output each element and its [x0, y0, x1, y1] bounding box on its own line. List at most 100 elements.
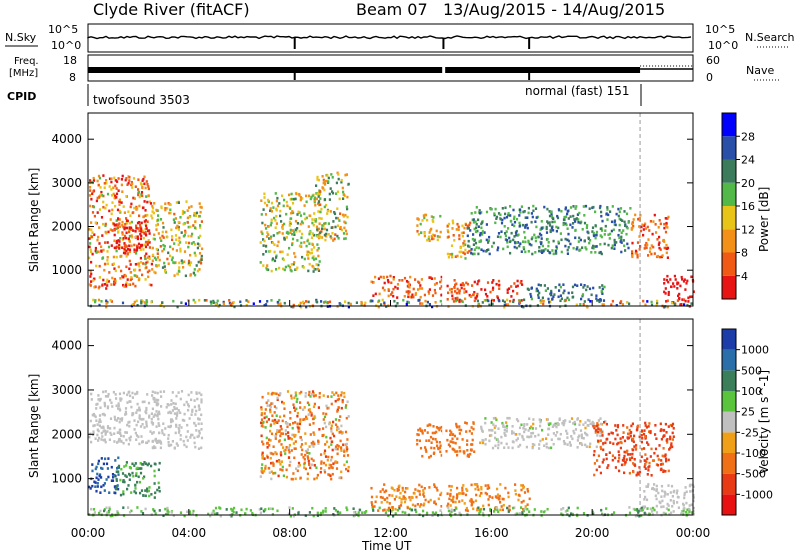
- power-cell: [340, 178, 343, 182]
- velocity-cell: [435, 426, 439, 429]
- power-cell: [659, 248, 662, 251]
- velocity-cell: [117, 487, 120, 491]
- velocity-cell: [167, 437, 170, 440]
- power-cell: [524, 240, 527, 244]
- velocity-cell: [601, 434, 604, 437]
- power-cell: [337, 237, 340, 240]
- power-cell: [159, 218, 163, 221]
- power-cell: [319, 197, 322, 200]
- power-cell: [171, 247, 174, 251]
- power-cell: [324, 222, 327, 225]
- velocity-cell: [644, 495, 647, 499]
- power-cell: [93, 233, 96, 236]
- velocity-cell: [95, 489, 98, 493]
- velocity-cell: [249, 509, 252, 512]
- velocity-cell: [451, 447, 454, 451]
- velocity-cell: [307, 457, 310, 460]
- velocity-cell: [644, 459, 647, 463]
- velocity-cell: [419, 427, 422, 431]
- power-cell: [279, 302, 282, 305]
- power-cell: [149, 202, 153, 205]
- power-cell: [530, 243, 533, 247]
- power-cell: [152, 211, 155, 215]
- velocity-cell: [325, 435, 328, 439]
- power-cell: [540, 233, 543, 237]
- velocity-cell: [664, 422, 667, 426]
- power-cell: [602, 299, 606, 302]
- power-cell: [317, 195, 320, 198]
- power-cell: [467, 244, 470, 248]
- velocity-cell: [636, 508, 639, 511]
- velocity-cell: [671, 495, 674, 498]
- power-cell: [134, 274, 138, 278]
- velocity-cell: [156, 391, 159, 395]
- velocity-cell: [269, 423, 273, 427]
- velocity-cell: [283, 449, 286, 453]
- velocity-cell: [576, 439, 579, 442]
- velocity-cell: [117, 456, 120, 460]
- power-cell: [599, 204, 602, 208]
- power-cell: [564, 299, 567, 302]
- power-cell: [345, 205, 348, 209]
- power-cell: [322, 227, 325, 231]
- velocity-cell: [676, 501, 679, 504]
- power-cell: [135, 224, 138, 228]
- power-cell: [125, 217, 128, 220]
- velocity-cell: [423, 429, 426, 432]
- power-cell: [492, 241, 495, 245]
- power-cell: [173, 242, 176, 245]
- velocity-cell: [142, 417, 145, 421]
- power-cell: [686, 279, 689, 283]
- power-cell: [518, 225, 521, 228]
- velocity-cell: [578, 434, 581, 438]
- velocity-cell: [270, 402, 273, 405]
- velocity-cell: [513, 506, 516, 509]
- power-cell: [103, 186, 106, 189]
- power-cell: [563, 289, 566, 293]
- velocity-cell: [616, 425, 619, 429]
- velocity-cell: [98, 399, 101, 402]
- velocity-cell: [498, 494, 501, 498]
- velocity-cell: [343, 448, 346, 452]
- nsky-trace-line: [87, 35, 692, 40]
- velocity-cell: [375, 495, 378, 499]
- velocity-cell: [283, 407, 286, 410]
- velocity-cell: [605, 422, 608, 426]
- power-cell: [522, 223, 525, 227]
- velocity-cell: [271, 391, 274, 395]
- power-cell: [567, 232, 570, 236]
- power-cell: [163, 265, 166, 268]
- power-cell: [625, 232, 628, 236]
- velocity-cell: [190, 433, 193, 437]
- power-cell: [129, 205, 132, 209]
- power-cell: [497, 279, 501, 283]
- velocity-cell: [302, 408, 305, 411]
- velocity-cell: [458, 425, 461, 428]
- velocity-cell: [599, 429, 602, 432]
- power-cell: [198, 243, 201, 246]
- velocity-cell: [331, 391, 334, 394]
- power-cell: [410, 295, 413, 299]
- power-cell: [665, 300, 668, 303]
- velocity-cell: [152, 415, 155, 418]
- power-cell: [344, 221, 347, 225]
- power-cell: [94, 300, 97, 304]
- power-cell: [120, 183, 123, 187]
- power-cell: [450, 291, 453, 294]
- velocity-cell: [522, 508, 525, 511]
- velocity-cell: [336, 510, 339, 514]
- velocity-cell: [143, 475, 146, 479]
- velocity-cell: [664, 491, 667, 495]
- power-cell: [164, 202, 167, 205]
- power-cell: [152, 237, 155, 241]
- power-cell: [613, 247, 616, 250]
- power-cell: [124, 252, 127, 255]
- velocity-cell: [285, 468, 288, 472]
- velocity-cell: [260, 466, 263, 470]
- velocity-cell: [450, 510, 453, 513]
- power-cell: [624, 224, 627, 227]
- power-cell: [312, 270, 315, 273]
- power-cell: [392, 276, 395, 279]
- freq-unit-label: [MHz]: [9, 68, 38, 79]
- velocity-cell: [526, 488, 529, 491]
